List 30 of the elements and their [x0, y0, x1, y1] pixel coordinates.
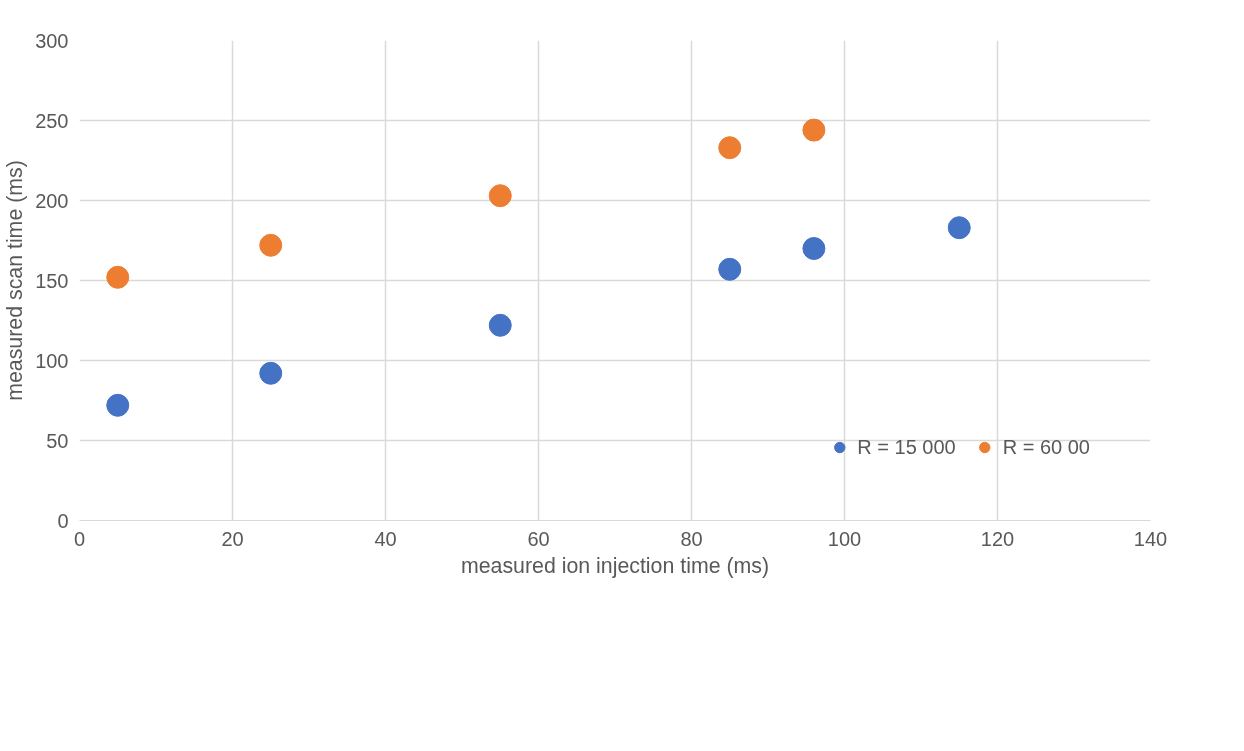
point [259, 361, 283, 385]
x-tick-label: 80 [680, 527, 703, 550]
point [802, 237, 826, 260]
y-tick-label: 0 [57, 509, 69, 532]
x-tick-label: 140 [1133, 527, 1168, 550]
point [259, 233, 283, 257]
legend-label: R = 15 000 [857, 435, 956, 459]
point [106, 265, 130, 289]
x-tick-label: 20 [221, 527, 244, 550]
point [488, 313, 512, 337]
point [802, 118, 826, 142]
y-axis-title: measured scan time (ms) [3, 160, 28, 401]
x-tick-label: 0 [73, 527, 86, 550]
y-tick-label: 50 [46, 429, 69, 452]
y-tick-label: 250 [35, 109, 69, 132]
point [718, 136, 742, 160]
legend-label: R = 60 00 [1002, 435, 1090, 459]
point [488, 184, 512, 208]
y-tick-label: 150 [35, 269, 69, 292]
x-tick-label: 120 [980, 527, 1015, 550]
point [106, 393, 130, 417]
x-tick-label: 100 [827, 527, 862, 550]
y-tick-label: 300 [35, 29, 69, 52]
point [718, 257, 742, 281]
x-tick-label: 40 [374, 527, 397, 550]
y-tick-label: 200 [35, 189, 69, 212]
y-tick-label: 100 [35, 349, 69, 372]
x-tick-label: 60 [527, 527, 550, 550]
x-axis-title: measured ion injection time (ms) [460, 553, 770, 578]
point [947, 216, 971, 240]
